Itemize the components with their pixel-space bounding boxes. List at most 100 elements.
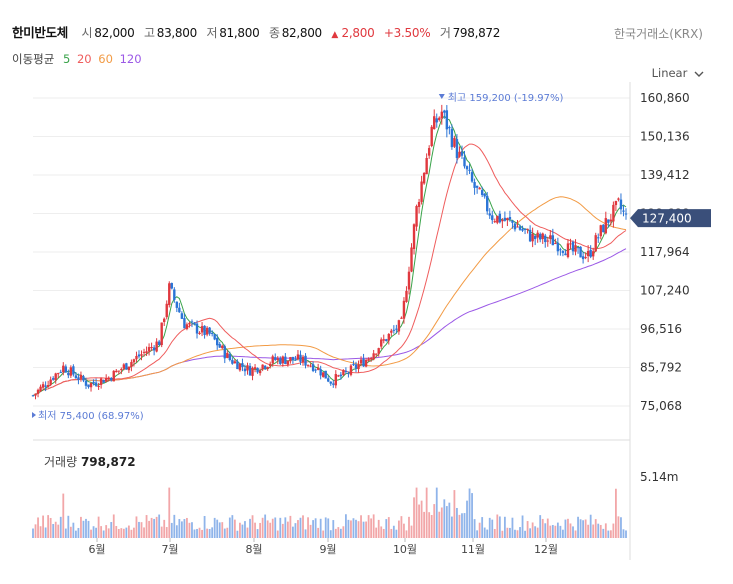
candle-body [369, 358, 373, 360]
scale-mode-dropdown[interactable]: Linear [652, 66, 704, 80]
candle-body [576, 247, 580, 249]
ma-label: 이동평균 [12, 52, 55, 66]
candle-body [513, 223, 517, 230]
volume-bar [180, 521, 183, 538]
candle-body [483, 193, 486, 197]
price-tick: 117,964 [640, 245, 690, 259]
candle-body [463, 157, 466, 167]
candle-body [125, 363, 128, 370]
volume-bar [201, 529, 203, 538]
volume-bar [110, 522, 113, 538]
high-marker-label: 최고 159,200 (-19.97%) [448, 92, 564, 104]
price-tick: 85,792 [640, 361, 682, 375]
candle-body [458, 151, 461, 157]
volume-bar [556, 522, 559, 538]
volume-bar [145, 515, 148, 538]
volume-bar [382, 528, 385, 538]
volume-bar [342, 526, 345, 538]
volume-bar [125, 527, 128, 538]
candle-body [491, 215, 494, 221]
candle-body [183, 318, 186, 329]
candle-body [142, 351, 146, 353]
candle-body [395, 328, 398, 330]
volume-bar [438, 511, 441, 538]
candle-body [238, 363, 242, 371]
volume-bar [206, 528, 209, 538]
volume-bar [127, 525, 130, 538]
volume-bar [67, 515, 70, 538]
ma120-series [32, 248, 627, 397]
volume-bar [97, 516, 100, 538]
candle-body [291, 356, 295, 361]
candle-body [410, 247, 413, 272]
volume-bar [153, 518, 156, 538]
change-percent: +3.50% [383, 26, 431, 40]
candle-body [380, 339, 383, 347]
candle-body [559, 249, 562, 251]
candle-body [180, 313, 184, 319]
volume-bar [39, 526, 42, 538]
volume-bar [392, 525, 395, 538]
candle-body [347, 372, 350, 374]
volume-bar [34, 524, 37, 538]
volume-bar [299, 517, 302, 538]
candle-body [62, 365, 65, 373]
stock-name: 한미반도체 [12, 25, 69, 40]
volume-bar [64, 528, 67, 538]
volume-bar [239, 522, 241, 538]
candle-body [89, 382, 93, 388]
candle-body [165, 303, 168, 318]
candle-body [221, 345, 224, 349]
candle-body [279, 358, 282, 364]
month-label: 9월 [319, 543, 336, 556]
volume-bar [339, 528, 342, 538]
candle-body [306, 364, 310, 366]
candle-body [438, 117, 441, 121]
moving-average-legend[interactable]: 이동평균 5 20 60 120 [12, 51, 145, 67]
candle-body [480, 190, 484, 195]
candle-body [581, 256, 585, 260]
candle-body [536, 232, 539, 238]
month-label: 7월 [161, 543, 178, 556]
volume-bar [236, 530, 239, 538]
candle-body [612, 204, 615, 222]
volume-bar [567, 518, 569, 538]
candle-body [549, 235, 552, 239]
volume-bar [617, 516, 620, 538]
volume-bar [42, 515, 44, 538]
volume-bar [100, 526, 103, 538]
volume-bar [317, 527, 320, 538]
candle-body [301, 356, 305, 363]
candle-body [332, 383, 335, 385]
candle-body [589, 249, 592, 257]
candle-body [377, 348, 380, 354]
candle-body [622, 210, 625, 212]
candle-body [46, 385, 50, 387]
volume-bar [241, 524, 244, 538]
volume-bar [211, 527, 214, 538]
volume-bar [231, 515, 234, 538]
price-tick: 96,516 [640, 322, 682, 336]
candle-body [51, 378, 55, 380]
candle-body [412, 224, 416, 250]
volume-bar [155, 516, 158, 538]
volume-bar [213, 517, 216, 538]
volume-bar [516, 530, 519, 538]
candle-body [473, 181, 476, 188]
candle-body [435, 118, 438, 123]
volume-bar [390, 528, 393, 538]
candle-body [145, 351, 148, 354]
high-marker-icon [438, 94, 445, 99]
candle-body [231, 359, 234, 364]
volume-bar [148, 520, 150, 538]
candle-body [137, 354, 141, 357]
volume-panel-value: 798,872 [80, 455, 136, 469]
volume-bar [59, 516, 62, 538]
close-value: 82,800 [281, 26, 323, 40]
volume-bar [334, 528, 337, 538]
volume-bar [193, 529, 196, 538]
volume-bar [448, 502, 451, 538]
volume-bar [572, 526, 574, 538]
candle-body [599, 225, 602, 237]
